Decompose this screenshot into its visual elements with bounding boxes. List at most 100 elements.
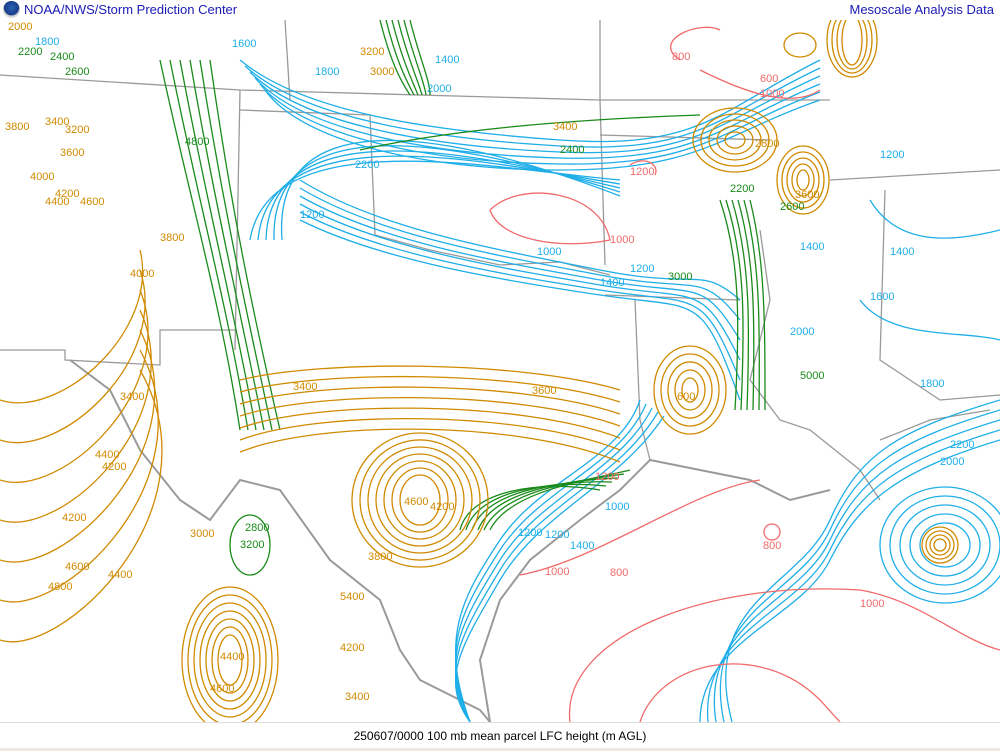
contour-line [716,125,754,155]
contour-line [299,219,741,401]
contour-line [653,345,727,435]
contour-label: 4200 [430,501,454,513]
contour-line [796,169,810,191]
contour-line [483,473,625,531]
contour-line [889,495,1000,595]
contour-label: 800 [672,51,690,63]
contour-line [254,77,821,159]
contour-line [743,199,761,411]
noaa-logo-icon [3,1,20,18]
contour-line [239,407,621,439]
contour-line [249,71,821,154]
contour-line [670,26,821,99]
contour-label: 2400 [50,51,74,63]
contour-label: 3400 [45,116,69,128]
state-borders [0,20,1000,722]
contour-line [409,20,431,96]
contour-line [239,396,621,427]
map-caption: 250607/0000 100 mb mean parcel LFC heigh… [353,729,647,743]
header-title: NOAA/NWS/Storm Prediction Center [24,2,238,17]
contour-line [397,20,423,96]
contour-label: 5000 [800,370,824,382]
contour-line [909,513,981,577]
contour-label: 4600 [65,561,89,573]
contour-label: 4600 [210,683,234,695]
contour-line [239,428,621,463]
contour-label: 2600 [65,66,89,78]
contour-label: 3200 [360,46,384,58]
contour-label: 2000 [427,83,451,95]
contour-line [217,634,243,686]
contour-line [0,309,152,523]
contour-label: 1200 [518,527,542,539]
contour-line [383,460,457,540]
contour-line [187,594,273,722]
contour-line [391,467,449,533]
contour-lines [0,20,1000,722]
contour-label: 2000 [8,21,32,33]
contour-label: 3200 [240,539,264,551]
contour-line [568,588,1000,722]
contour-line [299,211,741,381]
contour-line [737,199,755,411]
contour-label: 600 [677,391,695,403]
contour-label: 1800 [35,36,59,48]
contour-line [933,538,947,552]
contour-label: 2000 [940,456,964,468]
contour-label: 1200 [630,263,654,275]
contour-line [708,119,762,161]
contour-label: 3600 [795,189,819,201]
contour-line [791,163,815,197]
contour-label: 4400 [220,651,244,663]
contour-label: 1000 [760,88,784,100]
contour-line [239,375,621,403]
contour-label: 3600 [532,385,556,397]
contour-line [869,199,1000,239]
contour-label: 3000 [668,271,692,283]
contour-label: 4800 [48,581,72,593]
contour-line [831,20,873,74]
contour-label: 3400 [293,381,317,393]
contour-line [179,59,257,431]
contour-label: 2000 [790,326,814,338]
contour-label: 4200 [102,461,126,473]
contour-label: 2200 [950,439,974,451]
contour-label: 1800 [920,378,944,390]
contour-line [159,59,241,431]
contour-line [385,20,415,96]
contour-line [367,446,473,554]
contour-line [181,586,279,722]
contour-line [489,192,611,245]
contour-label: 2800 [245,522,269,534]
contour-line [639,663,841,722]
contour-line [519,479,761,576]
contour-label: 3400 [345,691,369,703]
contour-label: 5400 [340,591,364,603]
contour-line [209,59,281,431]
contour-line [667,361,713,419]
contour-line [629,160,657,176]
contour-line [229,514,271,576]
contour-line [700,113,770,167]
contour-line [692,107,778,173]
contour-label: 1200 [630,166,654,178]
contour-line [375,453,465,547]
contour-label: 2200 [355,159,379,171]
header-right-title: Mesoscale Analysis Data [849,2,994,17]
contour-line [489,469,631,531]
header: NOAA/NWS/Storm Prediction Center Mesosca… [0,0,1000,20]
contour-line [239,59,821,143]
contour-label: 1200 [880,149,904,161]
contour-line [899,504,991,586]
contour-line [749,199,766,411]
contour-line [359,439,481,561]
contour-line [471,481,613,531]
contour-line [786,157,820,203]
contour-line [724,131,746,149]
contour-label: 1400 [435,54,459,66]
contour-line [299,187,741,321]
contour-label: 3400 [120,391,144,403]
contour-line [0,369,163,643]
contour-label: 3000 [370,66,394,78]
